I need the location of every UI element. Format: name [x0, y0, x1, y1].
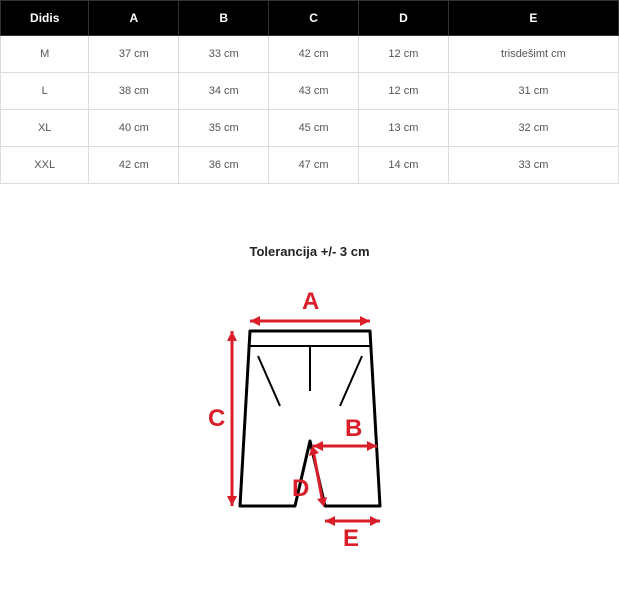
arrow-a-head-l — [250, 316, 260, 326]
cell: 14 cm — [358, 147, 448, 184]
cell: 32 cm — [448, 110, 618, 147]
cell: XXL — [1, 147, 89, 184]
dim-label-e: E — [343, 525, 359, 551]
shorts-svg: A C B D E — [180, 271, 440, 551]
cell: 40 cm — [89, 110, 179, 147]
cell: 13 cm — [358, 110, 448, 147]
table-row: XL 40 cm 35 cm 45 cm 13 cm 32 cm — [1, 110, 619, 147]
cell: 35 cm — [179, 110, 269, 147]
cell: 12 cm — [358, 36, 448, 73]
arrow-e-head-r — [370, 516, 380, 526]
tolerance-label: Tolerancija +/- 3 cm — [0, 244, 619, 259]
cell: 38 cm — [89, 73, 179, 110]
pocket-right — [340, 356, 362, 406]
table-row: M 37 cm 33 cm 42 cm 12 cm trisdešimt cm — [1, 36, 619, 73]
cell: 42 cm — [269, 36, 359, 73]
shorts-diagram: A C B D E — [0, 271, 619, 576]
table-header-row: Didis A B C D E — [1, 1, 619, 36]
cell: 43 cm — [269, 73, 359, 110]
cell: L — [1, 73, 89, 110]
cell: 36 cm — [179, 147, 269, 184]
cell: 34 cm — [179, 73, 269, 110]
cell: 45 cm — [269, 110, 359, 147]
cell: 31 cm — [448, 73, 618, 110]
dim-label-b: B — [345, 415, 362, 442]
dim-label-d: D — [292, 475, 309, 502]
pocket-left — [258, 356, 280, 406]
arrow-e-head-l — [325, 516, 335, 526]
col-header: D — [358, 1, 448, 36]
arrow-a-head-r — [360, 316, 370, 326]
col-header: C — [269, 1, 359, 36]
cell: 12 cm — [358, 73, 448, 110]
arrow-d — [313, 449, 323, 504]
col-header: B — [179, 1, 269, 36]
col-header: E — [448, 1, 618, 36]
cell: 42 cm — [89, 147, 179, 184]
cell: 33 cm — [448, 147, 618, 184]
cell: trisdešimt cm — [448, 36, 618, 73]
cell: M — [1, 36, 89, 73]
dim-label-a: A — [302, 288, 319, 315]
col-header: A — [89, 1, 179, 36]
table-row: XXL 42 cm 36 cm 47 cm 14 cm 33 cm — [1, 147, 619, 184]
arrow-c-head-b — [227, 496, 237, 506]
cell: XL — [1, 110, 89, 147]
table-row: L 38 cm 34 cm 43 cm 12 cm 31 cm — [1, 73, 619, 110]
col-header: Didis — [1, 1, 89, 36]
cell: 47 cm — [269, 147, 359, 184]
size-chart-table: Didis A B C D E M 37 cm 33 cm 42 cm 12 c… — [0, 0, 619, 184]
arrow-c-head-t — [227, 331, 237, 341]
cell: 37 cm — [89, 36, 179, 73]
cell: 33 cm — [179, 36, 269, 73]
dim-label-c: C — [208, 405, 225, 432]
